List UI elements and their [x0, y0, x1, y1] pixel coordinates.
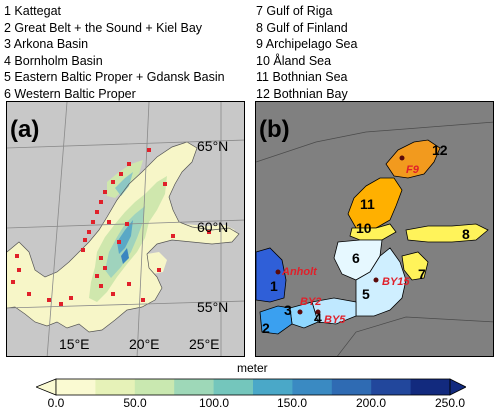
station-label: BY15 — [382, 276, 410, 288]
colorbar-swatch — [95, 379, 136, 395]
legend-item: 4 Bornholm Basin — [4, 53, 103, 68]
colorbar-swatch — [253, 379, 293, 395]
region-label: 6 — [352, 250, 360, 266]
latitude-label: 55°N — [197, 299, 229, 315]
region-label: 11 — [360, 196, 375, 212]
colorbar-tick: 150.0 — [276, 396, 308, 410]
legend-item: 3 Arkona Basin — [4, 37, 89, 52]
colorbar-swatch — [174, 379, 214, 395]
region-5 — [355, 247, 407, 317]
legend-item: 2 Great Belt + the Sound + Kiel Bay — [4, 20, 203, 35]
region-label: 5 — [362, 286, 370, 302]
region-label: 10 — [356, 220, 372, 236]
colorbar-tick: 0.0 — [47, 396, 65, 410]
region-legend-right: 7 Gulf of Riga 8 Gulf of Finland 9 Archi… — [256, 3, 357, 103]
region-map-panel: (b) 12 11 10 8 6 7 5 1 3 4 2 F9 Anholt B… — [255, 101, 494, 357]
region-map — [256, 121, 493, 356]
colorbar-over-arrow — [449, 378, 466, 396]
region-8 — [405, 223, 489, 243]
colorbar-tick: 250.0 — [434, 396, 466, 410]
station-label: Anholt — [282, 266, 317, 278]
region-7 — [401, 251, 429, 281]
region-label: 1 — [270, 278, 278, 294]
region-label: 12 — [432, 142, 448, 158]
legend-item: 5 Eastern Baltic Proper + Gdansk Basin — [4, 70, 225, 85]
region-2 — [259, 305, 293, 335]
legend-item: 11 Bothnian Sea — [256, 70, 348, 85]
colorbar-swatch — [371, 379, 411, 395]
region-label: 4 — [314, 310, 322, 326]
longitude-label: 15°E — [59, 336, 90, 352]
region-10 — [349, 223, 397, 241]
bathymetry-map — [7, 102, 244, 356]
legend-item: 1 Kattegat — [4, 4, 61, 18]
colorbar-swatch — [134, 379, 175, 395]
region-label: 7 — [418, 266, 426, 282]
colorbar-tick: 200.0 — [355, 396, 387, 410]
longitude-label: 20°E — [129, 336, 160, 352]
depth-colorbar — [36, 378, 466, 396]
colorbar-swatch — [410, 379, 451, 395]
colorbar-swatch — [331, 379, 372, 395]
legend-item: 8 Gulf of Finland — [256, 20, 348, 35]
station-label: BY2 — [300, 296, 322, 308]
observation-stations — [11, 148, 211, 306]
station-dots — [275, 155, 405, 315]
bathymetry-map-panel: (a) 65°N 60°N 55°N 15°E 20°E 25°E — [6, 101, 245, 357]
latitude-label: 65°N — [197, 138, 229, 154]
region-label: 2 — [262, 320, 270, 336]
colorbar-tick: 100.0 — [198, 396, 230, 410]
panel-label: (a) — [10, 116, 40, 143]
colorbar-tick: 50.0 — [123, 396, 147, 410]
colorbar-swatch — [56, 379, 96, 395]
region-label: 3 — [284, 302, 292, 318]
longitude-label: 25°E — [189, 336, 220, 352]
region-1 — [256, 247, 287, 303]
colorbar-swatch — [292, 379, 333, 395]
panel-label: (b) — [259, 116, 290, 143]
station-label: F9 — [406, 164, 419, 176]
legend-item: 12 Bothnian Bay — [256, 86, 348, 101]
legend-item: 7 Gulf of Riga — [256, 4, 333, 18]
region-12 — [385, 139, 441, 179]
station-label: BY5 — [324, 314, 346, 326]
legend-item: 6 Western Baltic Proper — [4, 86, 136, 101]
colorbar-under-arrow — [36, 378, 57, 396]
region-legend-left: 1 Kattegat 2 Great Belt + the Sound + Ki… — [4, 3, 225, 103]
colorbar-swatch — [213, 379, 254, 395]
region-label: 8 — [462, 226, 470, 242]
legend-item: 9 Archipelago Sea — [256, 37, 358, 52]
colorbar-title: meter — [237, 361, 268, 375]
legend-item: 10 Åland Sea — [256, 53, 332, 68]
latitude-label: 60°N — [197, 219, 229, 235]
colorbar-frame — [55, 378, 451, 396]
